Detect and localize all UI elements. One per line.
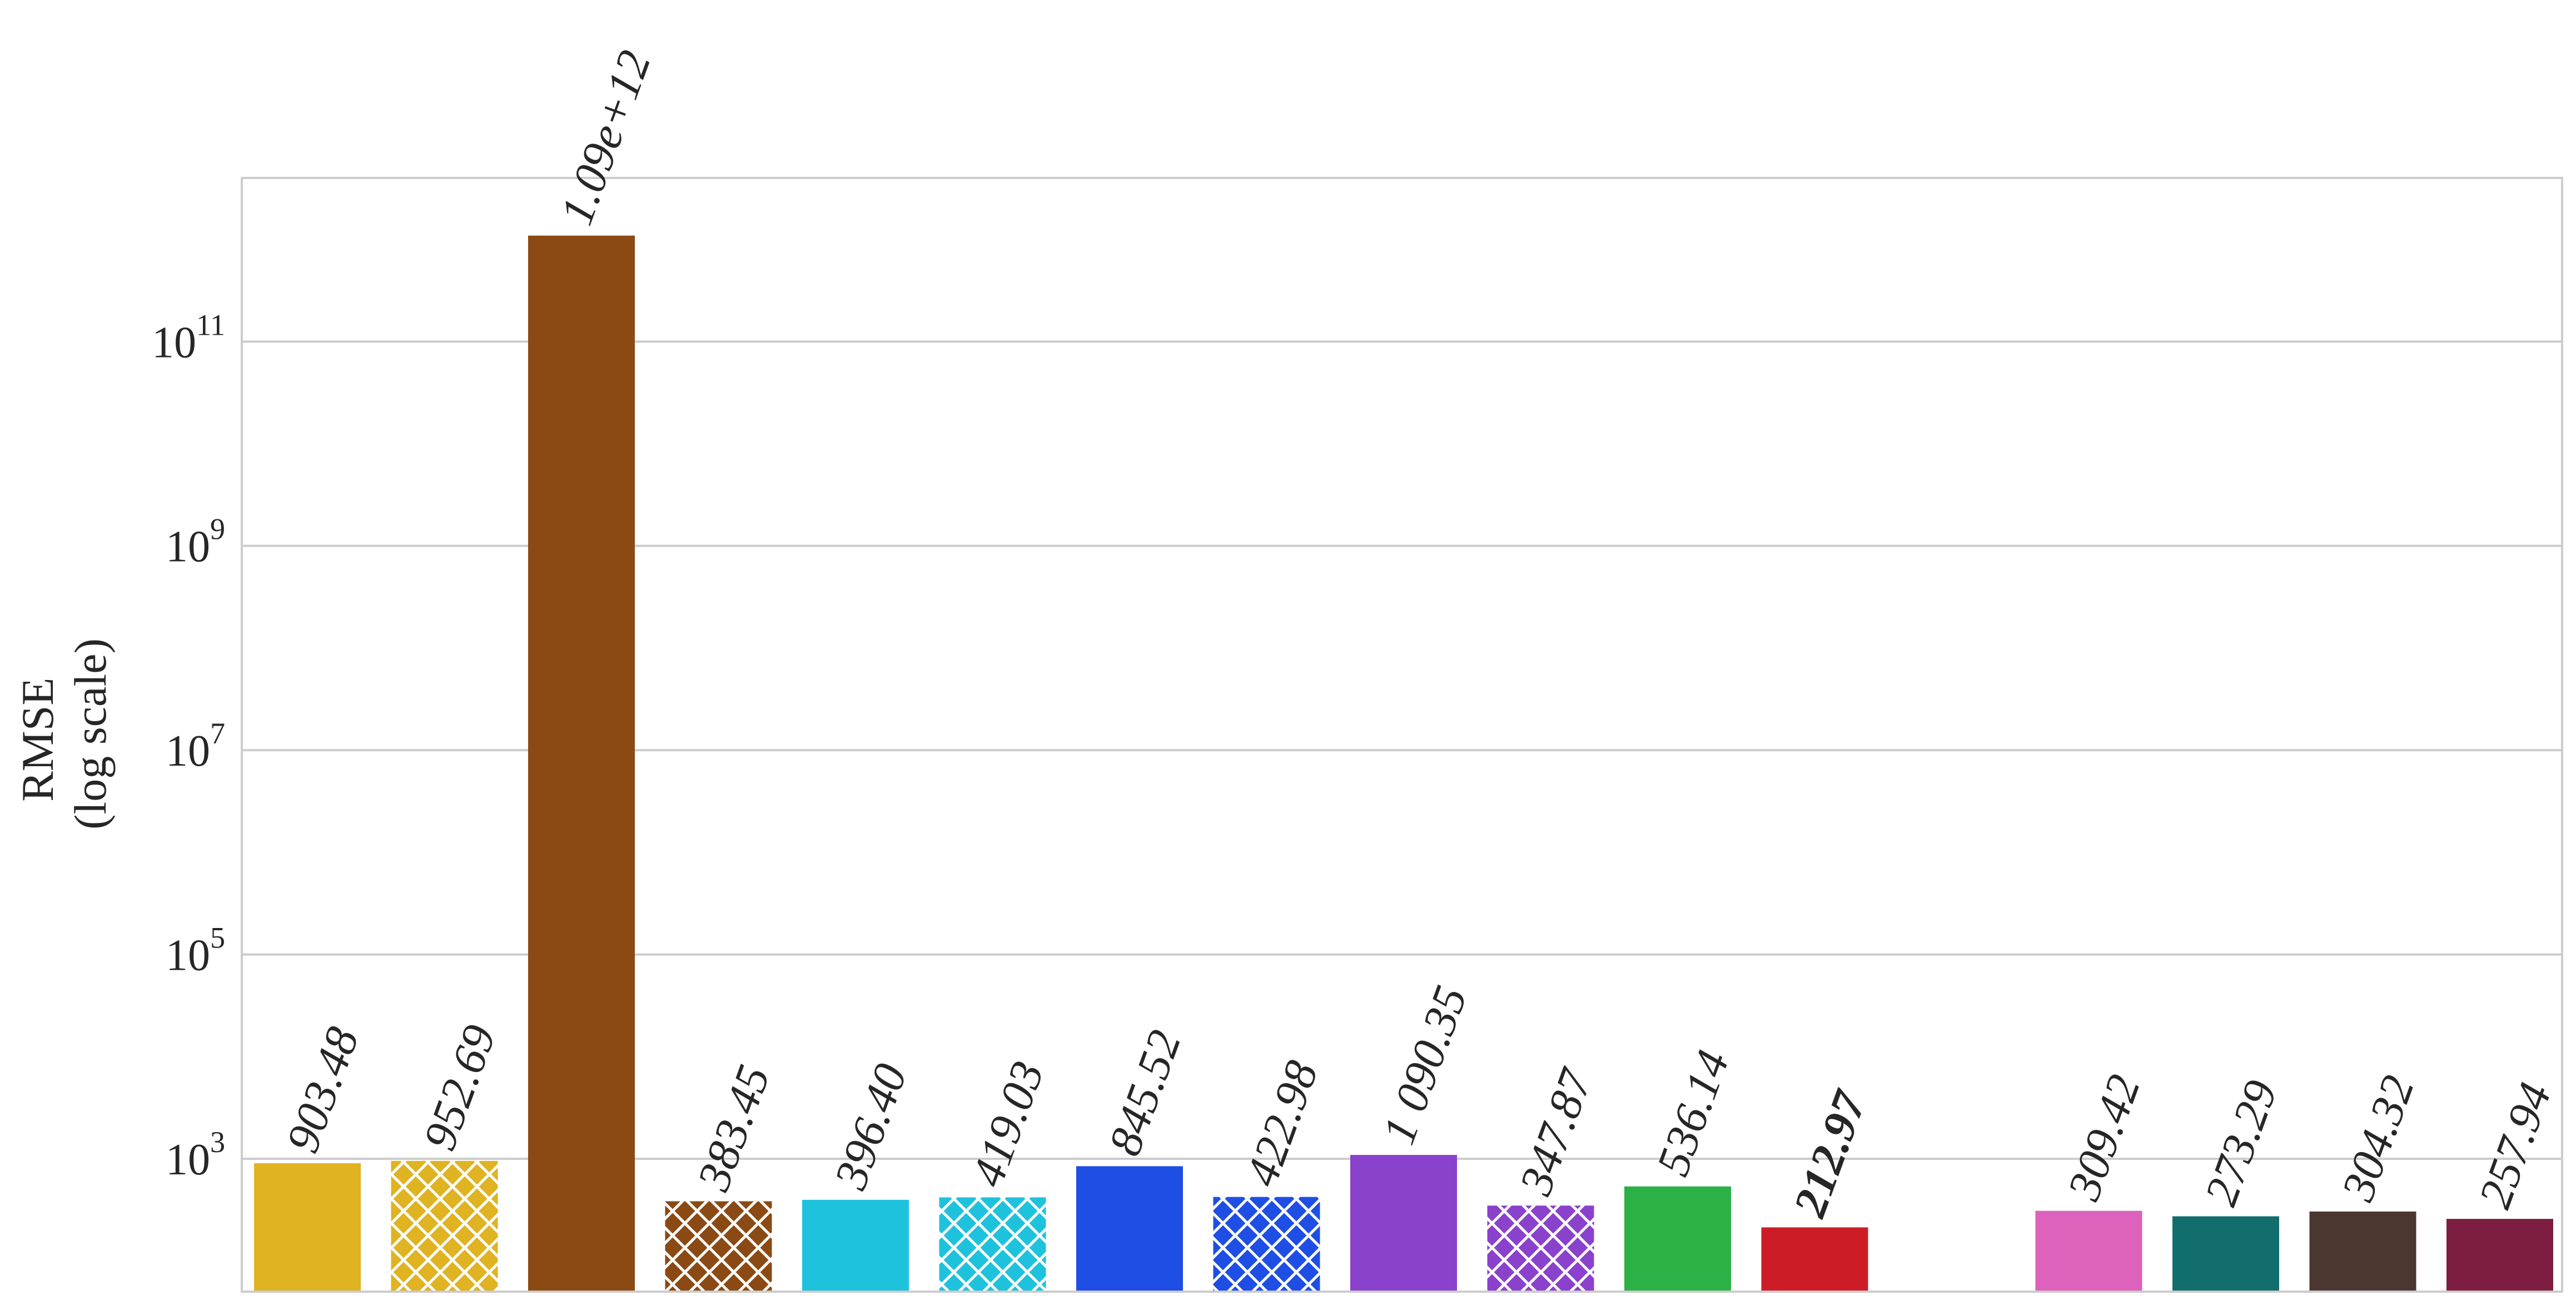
bar-value-label: 212.97 [1783,1083,1877,1224]
plot-frame [241,177,2563,1293]
y-tick-label: 109 [166,513,225,572]
bar-value-label: 1 090.35 [1372,980,1477,1151]
bar-value-label: 1.09e+12 [550,44,661,231]
y-tick-label: 103 [166,1125,225,1184]
bar-value-label: 304.32 [2332,1069,2425,1208]
bar-value-label: 257.94 [2469,1076,2561,1215]
bar-value-label: 952.69 [414,1018,506,1157]
bar-value-label: 347.87 [1510,1061,1603,1202]
bar-hatch [939,1197,1046,1292]
bar-value-label: 396.40 [824,1057,917,1196]
bar [2035,1210,2142,1292]
bar-value-label: 273.29 [2195,1074,2287,1212]
y-axis-ticks: 103 105 107 109 1011 [152,308,225,1184]
bar-value-label: 903.48 [276,1021,369,1159]
bar [1761,1227,1868,1292]
bar-value-label: 419.03 [962,1055,1054,1193]
bar-value-label: 422.98 [1236,1054,1328,1193]
bar-value-label: 383.45 [688,1059,780,1198]
y-axis-label-line-1: RMSE [12,678,63,802]
bar-hatch [391,1160,498,1292]
y-axis-label: RMSE (log scale) [12,638,116,830]
bar [2446,1219,2553,1292]
bar [2309,1211,2416,1292]
y-tick-label: 107 [166,717,225,776]
bar [528,235,635,1292]
bar-value-label: 845.52 [1098,1024,1191,1162]
bar-value-label: 536.14 [1647,1044,1739,1182]
bar [802,1199,909,1292]
bars [254,235,2553,1292]
bar [1350,1155,1457,1292]
bar [1076,1166,1183,1292]
bar [1624,1186,1731,1292]
bar-hatch [1213,1197,1320,1292]
bar [2172,1216,2279,1292]
y-tick-label: 1011 [152,308,225,367]
bar-hatch [1487,1205,1594,1292]
bar [254,1163,361,1292]
y-axis-label-line-2: (log scale) [65,638,116,830]
y-tick-label: 105 [166,921,225,980]
bar-value-label: 309.42 [2058,1068,2151,1207]
bar-hatch [665,1201,772,1292]
